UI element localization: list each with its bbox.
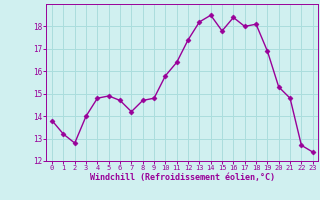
X-axis label: Windchill (Refroidissement éolien,°C): Windchill (Refroidissement éolien,°C) bbox=[90, 173, 275, 182]
